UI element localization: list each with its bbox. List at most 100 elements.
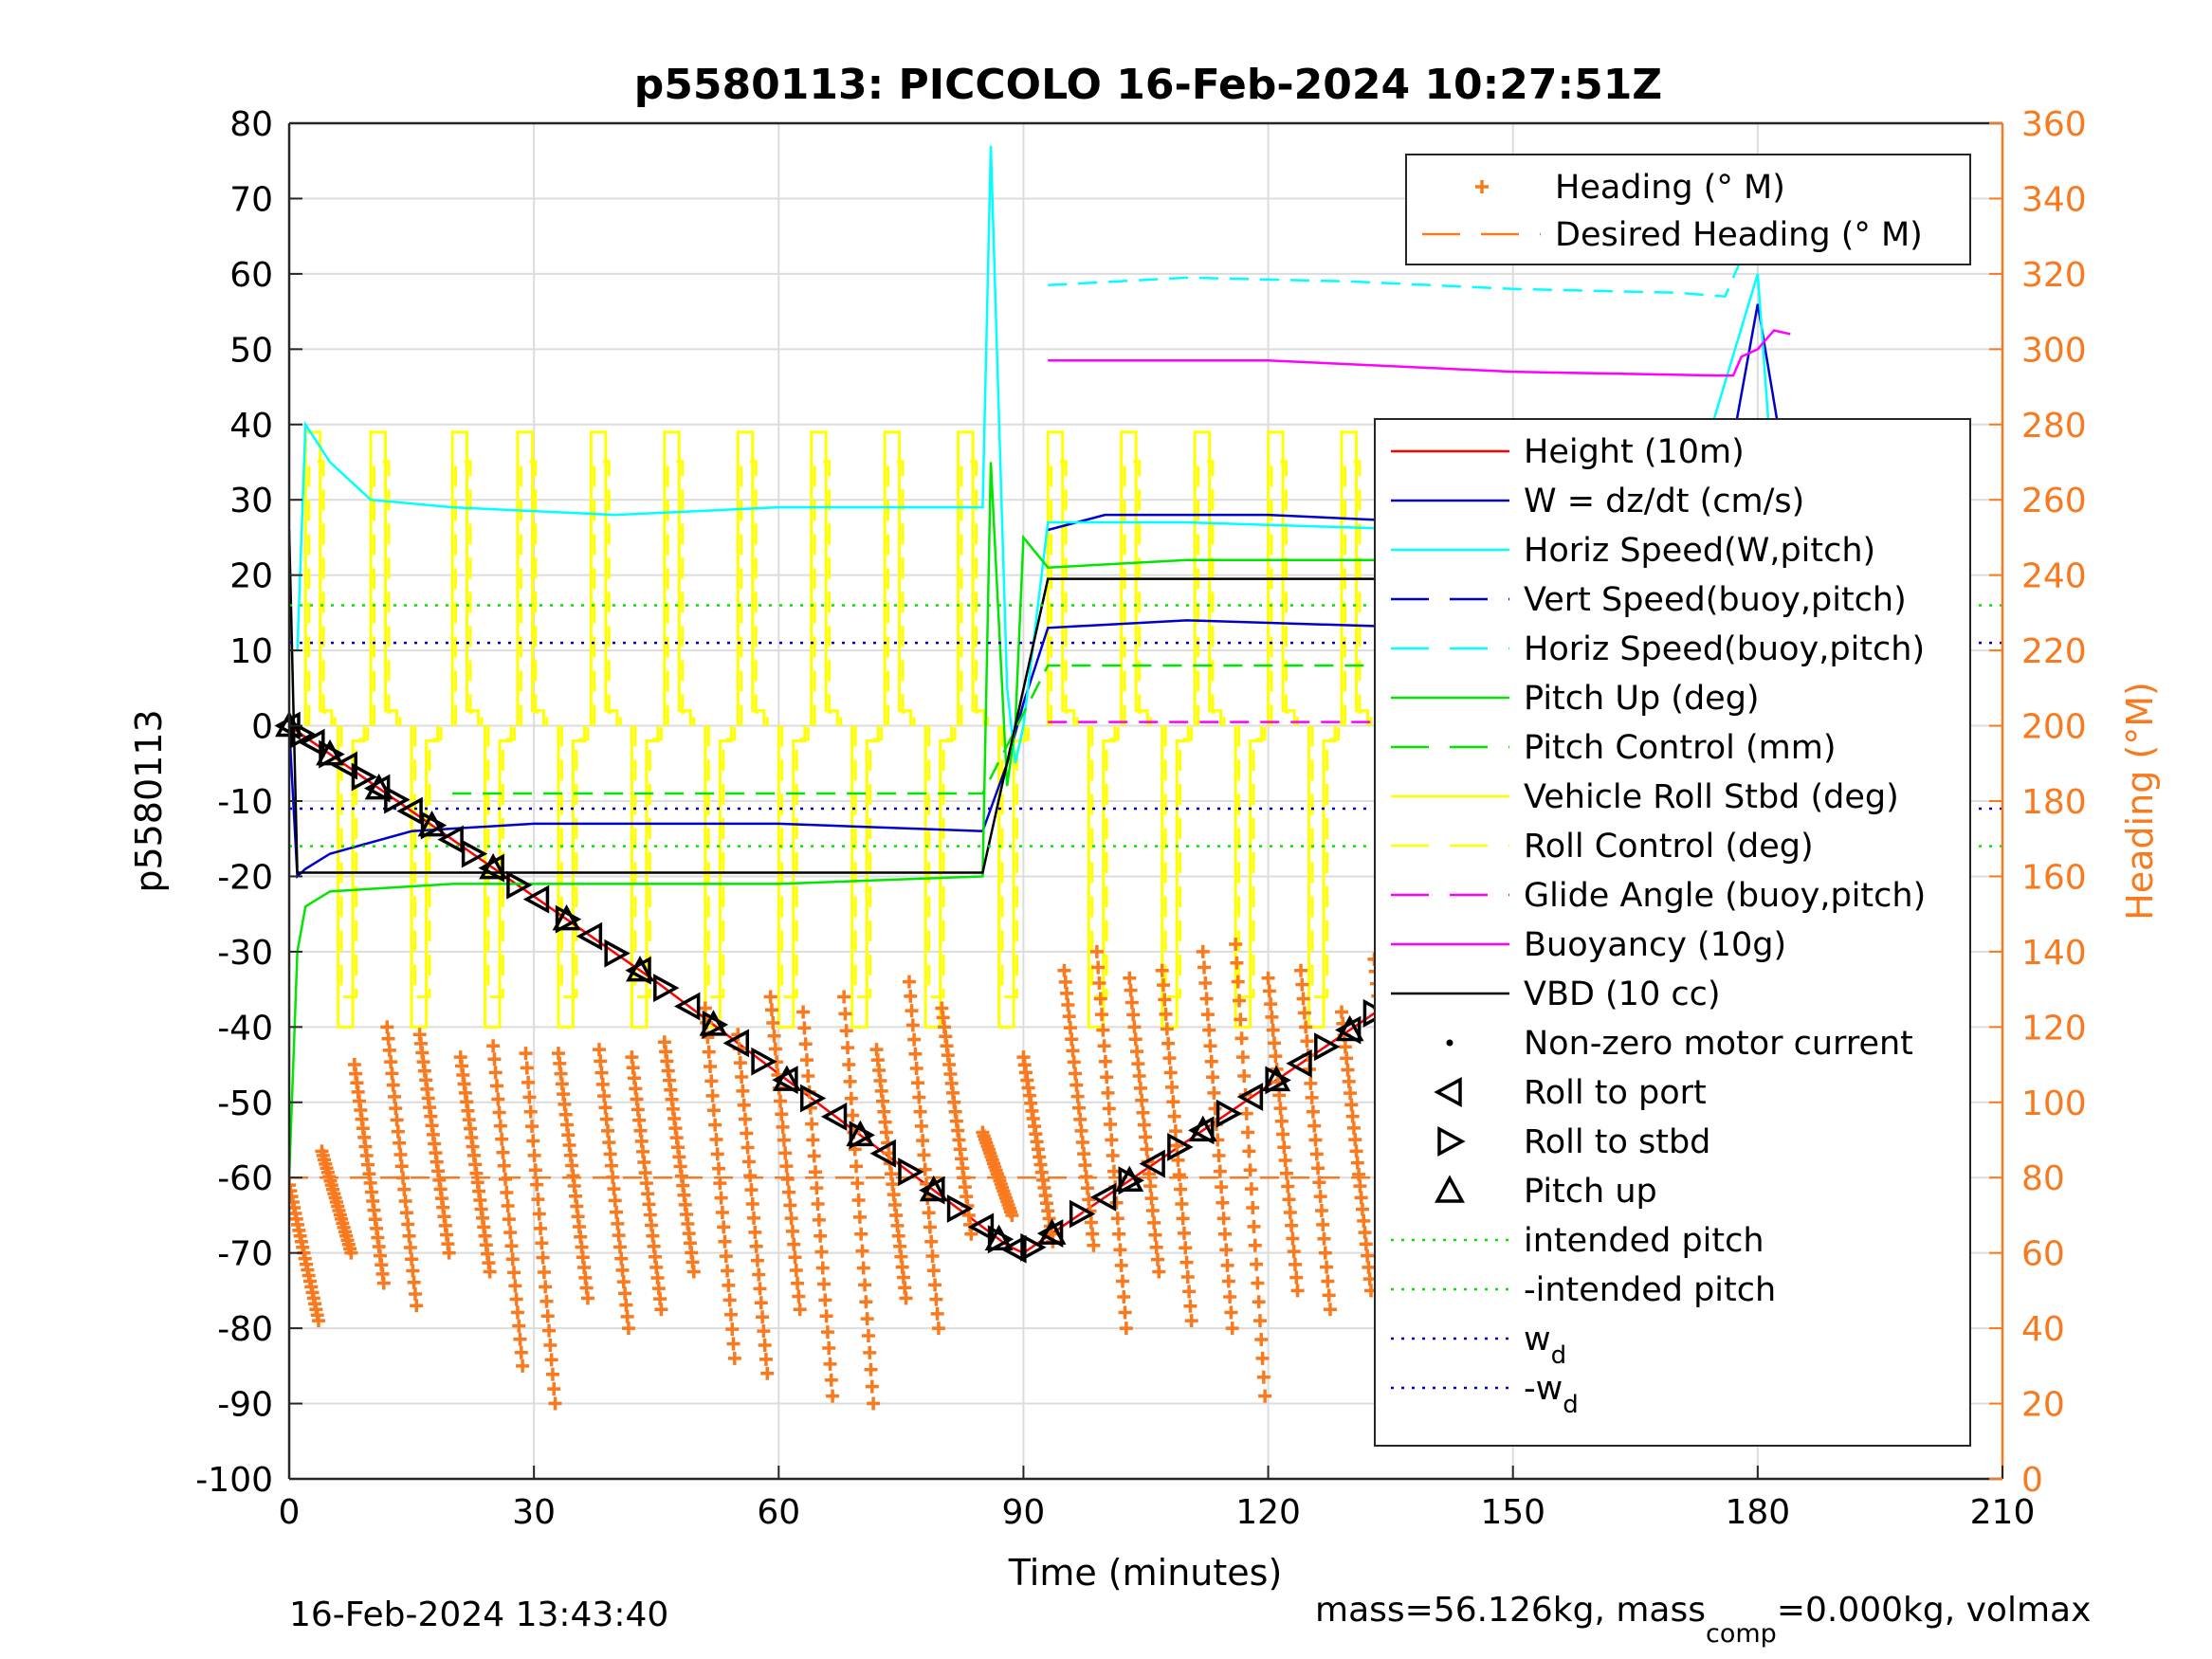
heading-point	[1321, 1274, 1335, 1288]
heading-point	[442, 1246, 456, 1260]
heading-point	[488, 1066, 503, 1080]
heading-point	[1279, 1166, 1293, 1180]
y-tick-label: -80	[217, 1310, 273, 1349]
heading-point	[1254, 1333, 1269, 1347]
footer-mass: mass=56.126kg, masscomp=0.000kg, volmax	[1315, 1591, 2091, 1649]
roll-marker	[1139, 1149, 1165, 1178]
heading-point	[925, 1249, 940, 1263]
chart-title: p5580113: PICCOLO 16-Feb-2024 10:27:51Z	[634, 61, 1662, 109]
heading-point	[1300, 1034, 1314, 1048]
heading-point	[1217, 1227, 1232, 1241]
y-right-tick-label: 60	[2021, 1235, 2065, 1274]
heading-point	[1160, 1022, 1174, 1036]
heading-point	[1203, 1039, 1217, 1053]
heading-point	[747, 1211, 761, 1225]
legend-label-text: w	[1524, 1321, 1551, 1358]
heading-point	[1058, 975, 1072, 989]
heading-point	[545, 1367, 559, 1381]
heading-point	[1224, 1305, 1238, 1320]
heading-point	[1342, 1074, 1356, 1088]
roll-control-pulse	[1267, 430, 1296, 726]
heading-point	[822, 1340, 836, 1355]
roll-control-dash	[519, 460, 549, 726]
heading-point	[1308, 1133, 1323, 1147]
legend-box	[1374, 418, 1971, 1447]
heading-point	[1079, 1170, 1093, 1184]
heading-point	[1268, 1036, 1282, 1050]
series-line	[452, 664, 1676, 795]
heading-point	[1069, 1078, 1084, 1092]
heading-point	[1142, 1167, 1156, 1181]
heading-point	[810, 1181, 824, 1195]
roll-marker	[1188, 1116, 1215, 1145]
heading-point	[1307, 1119, 1322, 1133]
legend-label: VBD (10 cc)	[1524, 975, 1721, 1013]
heading-point	[1221, 1274, 1235, 1288]
y-right-tick-label: 200	[2021, 708, 2087, 747]
heading-point	[1117, 1290, 1131, 1304]
heading-point	[708, 1118, 722, 1132]
heading-point	[403, 1241, 417, 1255]
heading-point	[855, 1244, 869, 1258]
heading-point	[1152, 1265, 1166, 1279]
heading-point	[801, 1068, 815, 1083]
heading-point	[854, 1227, 868, 1241]
legend-label: Horiz Speed(buoy,pitch)	[1524, 630, 1925, 668]
heading-point	[526, 1134, 540, 1148]
x-tick-label: 120	[1235, 1493, 1301, 1532]
heading-point	[547, 1382, 561, 1396]
roll-control-pulse	[589, 430, 619, 726]
footer-mass-sub: comp	[1706, 1619, 1777, 1649]
heading-point	[779, 1159, 794, 1174]
heading-point	[1199, 992, 1214, 1006]
heading-point	[532, 1207, 546, 1221]
roll-control-dash	[1310, 725, 1341, 999]
heading-point	[1282, 1193, 1296, 1207]
roll-control-pulse	[303, 430, 334, 726]
roll-control-pulse	[516, 430, 545, 726]
legend-label: Horiz Speed(W,pitch)	[1524, 532, 1875, 570]
heading-point	[1248, 1238, 1262, 1252]
heading-point	[806, 1133, 820, 1147]
heading-point	[396, 1171, 411, 1185]
heading-point	[1102, 1102, 1116, 1116]
heading-point	[752, 1267, 766, 1282]
heading-point	[712, 1161, 726, 1176]
heading-point	[1288, 1257, 1302, 1271]
roll-control-pulse	[663, 430, 692, 726]
heading-point	[522, 1090, 537, 1104]
heading-point	[1247, 1219, 1261, 1233]
roll-control-dash	[780, 725, 810, 999]
heading-point	[381, 1031, 395, 1046]
heading-point	[491, 1092, 505, 1106]
heading-point	[580, 1291, 594, 1305]
heading-point	[964, 1227, 978, 1241]
heading-point	[1163, 1066, 1178, 1080]
heading-point	[1183, 1299, 1197, 1313]
heading-point	[778, 1146, 793, 1160]
heading-point	[534, 1221, 548, 1235]
roll-marker	[820, 1102, 848, 1131]
heading-point	[780, 1172, 795, 1186]
heading-point	[542, 1323, 557, 1338]
legend-label-text: Roll Control (deg)	[1524, 828, 1814, 866]
heading-point	[510, 1305, 524, 1320]
legend-label-text: Pitch up	[1524, 1173, 1657, 1211]
heading-point	[713, 1176, 727, 1191]
heading-point	[499, 1172, 513, 1186]
y-right-tick-label: 260	[2021, 482, 2087, 520]
roll-marker	[1000, 1234, 1027, 1264]
pitch-marker	[846, 1120, 875, 1147]
heading-point	[818, 1293, 832, 1307]
y-right-tick-label: 300	[2021, 331, 2087, 370]
heading-point	[1075, 1135, 1089, 1149]
heading-point	[604, 1158, 618, 1173]
heading-point	[489, 1079, 503, 1093]
heading-point	[1124, 983, 1138, 997]
roll-control-dash	[413, 725, 443, 999]
heading-point	[507, 1266, 521, 1280]
roll-marker	[673, 992, 701, 1021]
heading-point	[749, 1239, 763, 1253]
heading-point	[787, 1237, 801, 1251]
roll-control-dash	[1050, 460, 1079, 726]
